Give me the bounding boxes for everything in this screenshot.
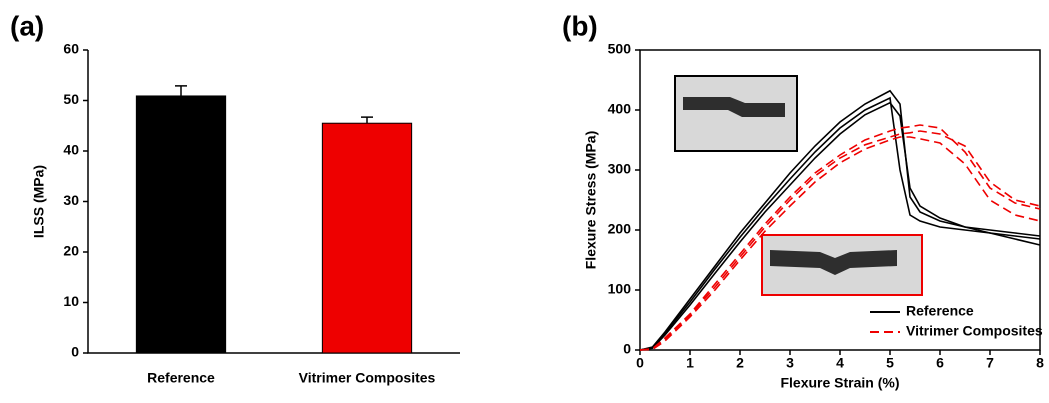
y-tick-label: 500 <box>608 41 632 57</box>
x-tick-label: 4 <box>836 355 844 371</box>
y-axis-label: ILSS (MPa) <box>31 165 47 238</box>
y-axis-label: Flexure Stress (MPa) <box>583 131 599 270</box>
x-axis-label: Flexure Strain (%) <box>780 375 899 391</box>
x-tick-label: 2 <box>736 355 744 371</box>
bar <box>321 122 413 354</box>
x-tick-label: 3 <box>786 355 794 371</box>
y-tick-label: 60 <box>63 41 79 57</box>
x-tick-label: 6 <box>936 355 944 371</box>
bar <box>135 95 227 354</box>
y-tick-label: 200 <box>608 221 632 237</box>
error-bar <box>175 85 187 96</box>
y-tick-label: 300 <box>608 161 632 177</box>
y-tick-label: 20 <box>63 243 79 259</box>
x-tick-label: 5 <box>886 355 894 371</box>
panel-label: (b) <box>562 10 598 41</box>
y-tick-label: 50 <box>63 91 79 107</box>
panel-label: (a) <box>10 10 44 41</box>
legend-label: Vitrimer Composites <box>906 323 1043 339</box>
inset-photo <box>674 75 798 152</box>
line <box>639 96 1041 351</box>
line <box>639 136 1041 351</box>
x-tick-label: 1 <box>686 355 694 371</box>
y-tick-label: 30 <box>63 192 79 208</box>
y-tick-label: 0 <box>71 344 79 360</box>
x-tick-label: 0 <box>636 355 644 371</box>
x-tick-label: Reference <box>147 370 215 386</box>
x-tick-label: Vitrimer Composites <box>299 370 436 386</box>
legend-label: Reference <box>906 303 974 319</box>
inset-photo <box>761 234 923 296</box>
y-tick-label: 10 <box>63 293 79 309</box>
y-tick-label: 40 <box>63 142 79 158</box>
line <box>639 130 1041 351</box>
y-tick-label: 400 <box>608 101 632 117</box>
y-tick-label: 100 <box>608 281 632 297</box>
y-tick-label: 0 <box>623 341 631 357</box>
x-tick-label: 7 <box>986 355 994 371</box>
error-bar <box>361 116 373 124</box>
line <box>639 101 1041 351</box>
x-tick-label: 8 <box>1036 355 1044 371</box>
line <box>639 124 1041 351</box>
